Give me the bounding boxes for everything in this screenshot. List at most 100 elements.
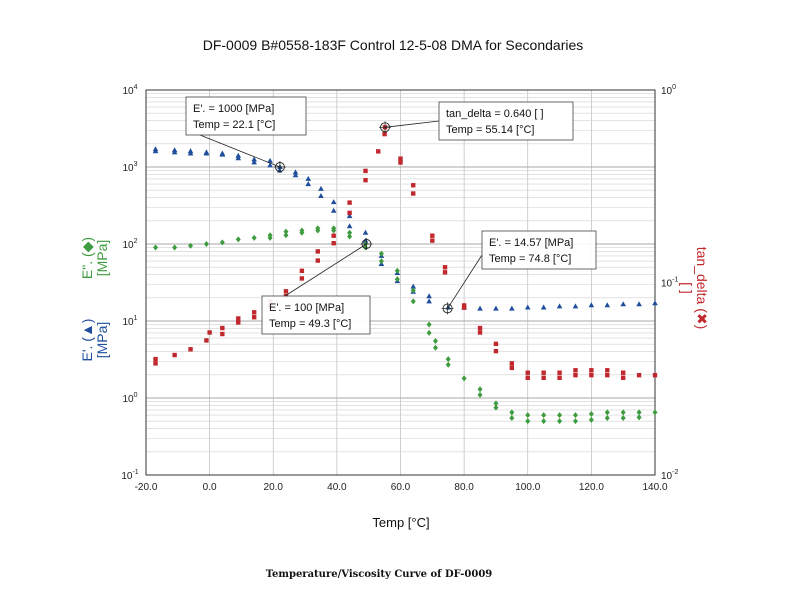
- E_loss-point: [652, 409, 658, 416]
- E_storage-point: [346, 213, 353, 219]
- annotation-callout: tan_delta = 0.640 [ ] Temp = 55.14 [°C]: [379, 101, 574, 141]
- E_loss-point: [509, 414, 515, 421]
- annotation-callout: E'. = 1000 [MPa] Temp = 22.1 [°C]: [185, 96, 307, 173]
- E_loss-point: [541, 412, 547, 419]
- E_storage-point: [251, 156, 257, 162]
- tan_delta-point: [207, 330, 212, 335]
- E_loss-point: [541, 418, 547, 425]
- y-left-tick-label: 103: [122, 161, 137, 174]
- E_storage-point: [540, 304, 547, 310]
- E_loss-point: [172, 244, 178, 251]
- annotations: E'. = 1000 [MPa] Temp = 22.1 [°C] tan_delt…: [185, 96, 597, 335]
- tan_delta-point: [430, 238, 435, 243]
- tan_delta-point: [573, 372, 578, 378]
- annotation-leader-line: [284, 243, 367, 297]
- y-left-tick-label: 102: [122, 238, 137, 251]
- tan_delta-point: [493, 341, 499, 347]
- E_loss-point: [604, 409, 610, 416]
- tan_delta-point: [363, 177, 368, 183]
- tan_delta-point: [589, 372, 594, 378]
- x-tick-label: 40.0: [327, 482, 347, 493]
- tan_delta-point: [220, 331, 225, 337]
- tan_delta-point: [376, 149, 381, 154]
- E_loss-point: [588, 410, 594, 417]
- E_loss-point: [477, 386, 483, 393]
- x-tick-label: 0.0: [203, 482, 217, 493]
- E_loss-point: [299, 229, 305, 236]
- tan_delta-point: [620, 375, 626, 380]
- tan_delta-point: [557, 375, 562, 380]
- chart-title: DF-0009 B#0558-183F Control 12-5-08 DMA …: [203, 37, 584, 53]
- annotation-line-2: Temp = 49.3 [°C]: [269, 318, 351, 330]
- tan_delta-point: [477, 330, 483, 335]
- x-tick-label: 100.0: [515, 482, 540, 493]
- E_storage-point: [235, 155, 242, 161]
- tan_delta-point: [153, 361, 158, 366]
- y-right-tick-label: 10-1: [661, 277, 678, 290]
- y-axis-labels: E". (◆)[MPa]E'. (▲)[MPa]tan_delta (✖)[ ]: [79, 237, 710, 362]
- tan_delta-point: [363, 168, 368, 174]
- tan_delta-point: [430, 233, 435, 238]
- E_loss-point: [267, 234, 273, 241]
- tan_delta-point: [236, 320, 241, 325]
- E_loss-point: [410, 287, 416, 294]
- y-right-label-tan-delta: tan_delta (✖): [694, 247, 710, 330]
- tan_delta-point: [541, 375, 546, 380]
- tan_delta-point: [347, 210, 352, 216]
- E_loss-point: [235, 236, 241, 243]
- y-left-tick-label: 101: [122, 315, 137, 328]
- E_storage-point: [362, 237, 369, 243]
- tan_delta-point: [557, 370, 562, 375]
- E_loss-point: [445, 361, 451, 368]
- E_storage-point: [620, 301, 626, 307]
- E_storage-point: [346, 223, 353, 229]
- plot-frame: [145, 89, 656, 476]
- E_storage-point: [152, 148, 159, 154]
- E_storage-point: [203, 150, 210, 156]
- E_storage-point: [267, 157, 273, 163]
- E_storage-point: [426, 293, 432, 299]
- E_loss-point: [461, 375, 467, 382]
- E_storage-point: [219, 151, 226, 157]
- tan_delta-point: [220, 325, 225, 331]
- y-left-tick-label: 104: [122, 84, 137, 97]
- tan_delta-point: [172, 352, 177, 358]
- E_storage-point: [318, 185, 324, 191]
- tan_delta-point: [204, 338, 209, 343]
- y-right-label-unit: [ ]: [679, 282, 695, 294]
- E_loss-point: [620, 409, 626, 416]
- series-E_storage: [152, 146, 658, 311]
- E_storage-point: [251, 159, 257, 165]
- E_loss-point: [432, 344, 438, 351]
- E_storage-point: [556, 303, 563, 309]
- x-axis-label: Temp [°C]: [372, 515, 429, 530]
- tan_delta-point: [251, 310, 257, 315]
- tan_delta-point: [493, 348, 499, 354]
- E_storage-point: [524, 304, 531, 310]
- tan_delta-point: [589, 368, 594, 373]
- E_loss-point: [604, 414, 610, 421]
- x-axis-ticks: -20.0 0.0 20.0 40.0 60.0 80.0 100.0 120.0 140.0: [135, 482, 668, 493]
- E_loss-point: [394, 276, 400, 283]
- E_storage-point: [493, 305, 499, 311]
- E_loss-point: [572, 418, 578, 425]
- E_storage-point: [305, 181, 312, 187]
- tan_delta-point: [442, 265, 448, 270]
- annotation-callout: E'. = 100 [MPa] Temp = 49.3 [°C]: [261, 238, 373, 335]
- E_loss-point: [477, 391, 483, 398]
- tan_delta-point: [315, 249, 320, 254]
- y-left-label-loss-unit: [MPa]: [94, 240, 110, 277]
- annotation-line-1: tan_delta = 0.640 [ ]: [446, 108, 544, 120]
- E_loss-point: [557, 412, 563, 419]
- annotation-line-1: E'. = 1000 [MPa]: [193, 103, 274, 115]
- x-tick-label: 60.0: [391, 482, 411, 493]
- E_loss-point: [493, 400, 499, 407]
- E_loss-point: [525, 418, 531, 425]
- tan_delta-point: [315, 258, 320, 263]
- annotation-line-1: E'. = 100 [MPa]: [269, 302, 344, 314]
- annotation-box: [185, 96, 307, 136]
- E_loss-point: [636, 414, 642, 421]
- tan_delta-point: [509, 365, 515, 371]
- y-left-tick-label: 10-1: [121, 469, 138, 482]
- tan_delta-point: [398, 156, 403, 161]
